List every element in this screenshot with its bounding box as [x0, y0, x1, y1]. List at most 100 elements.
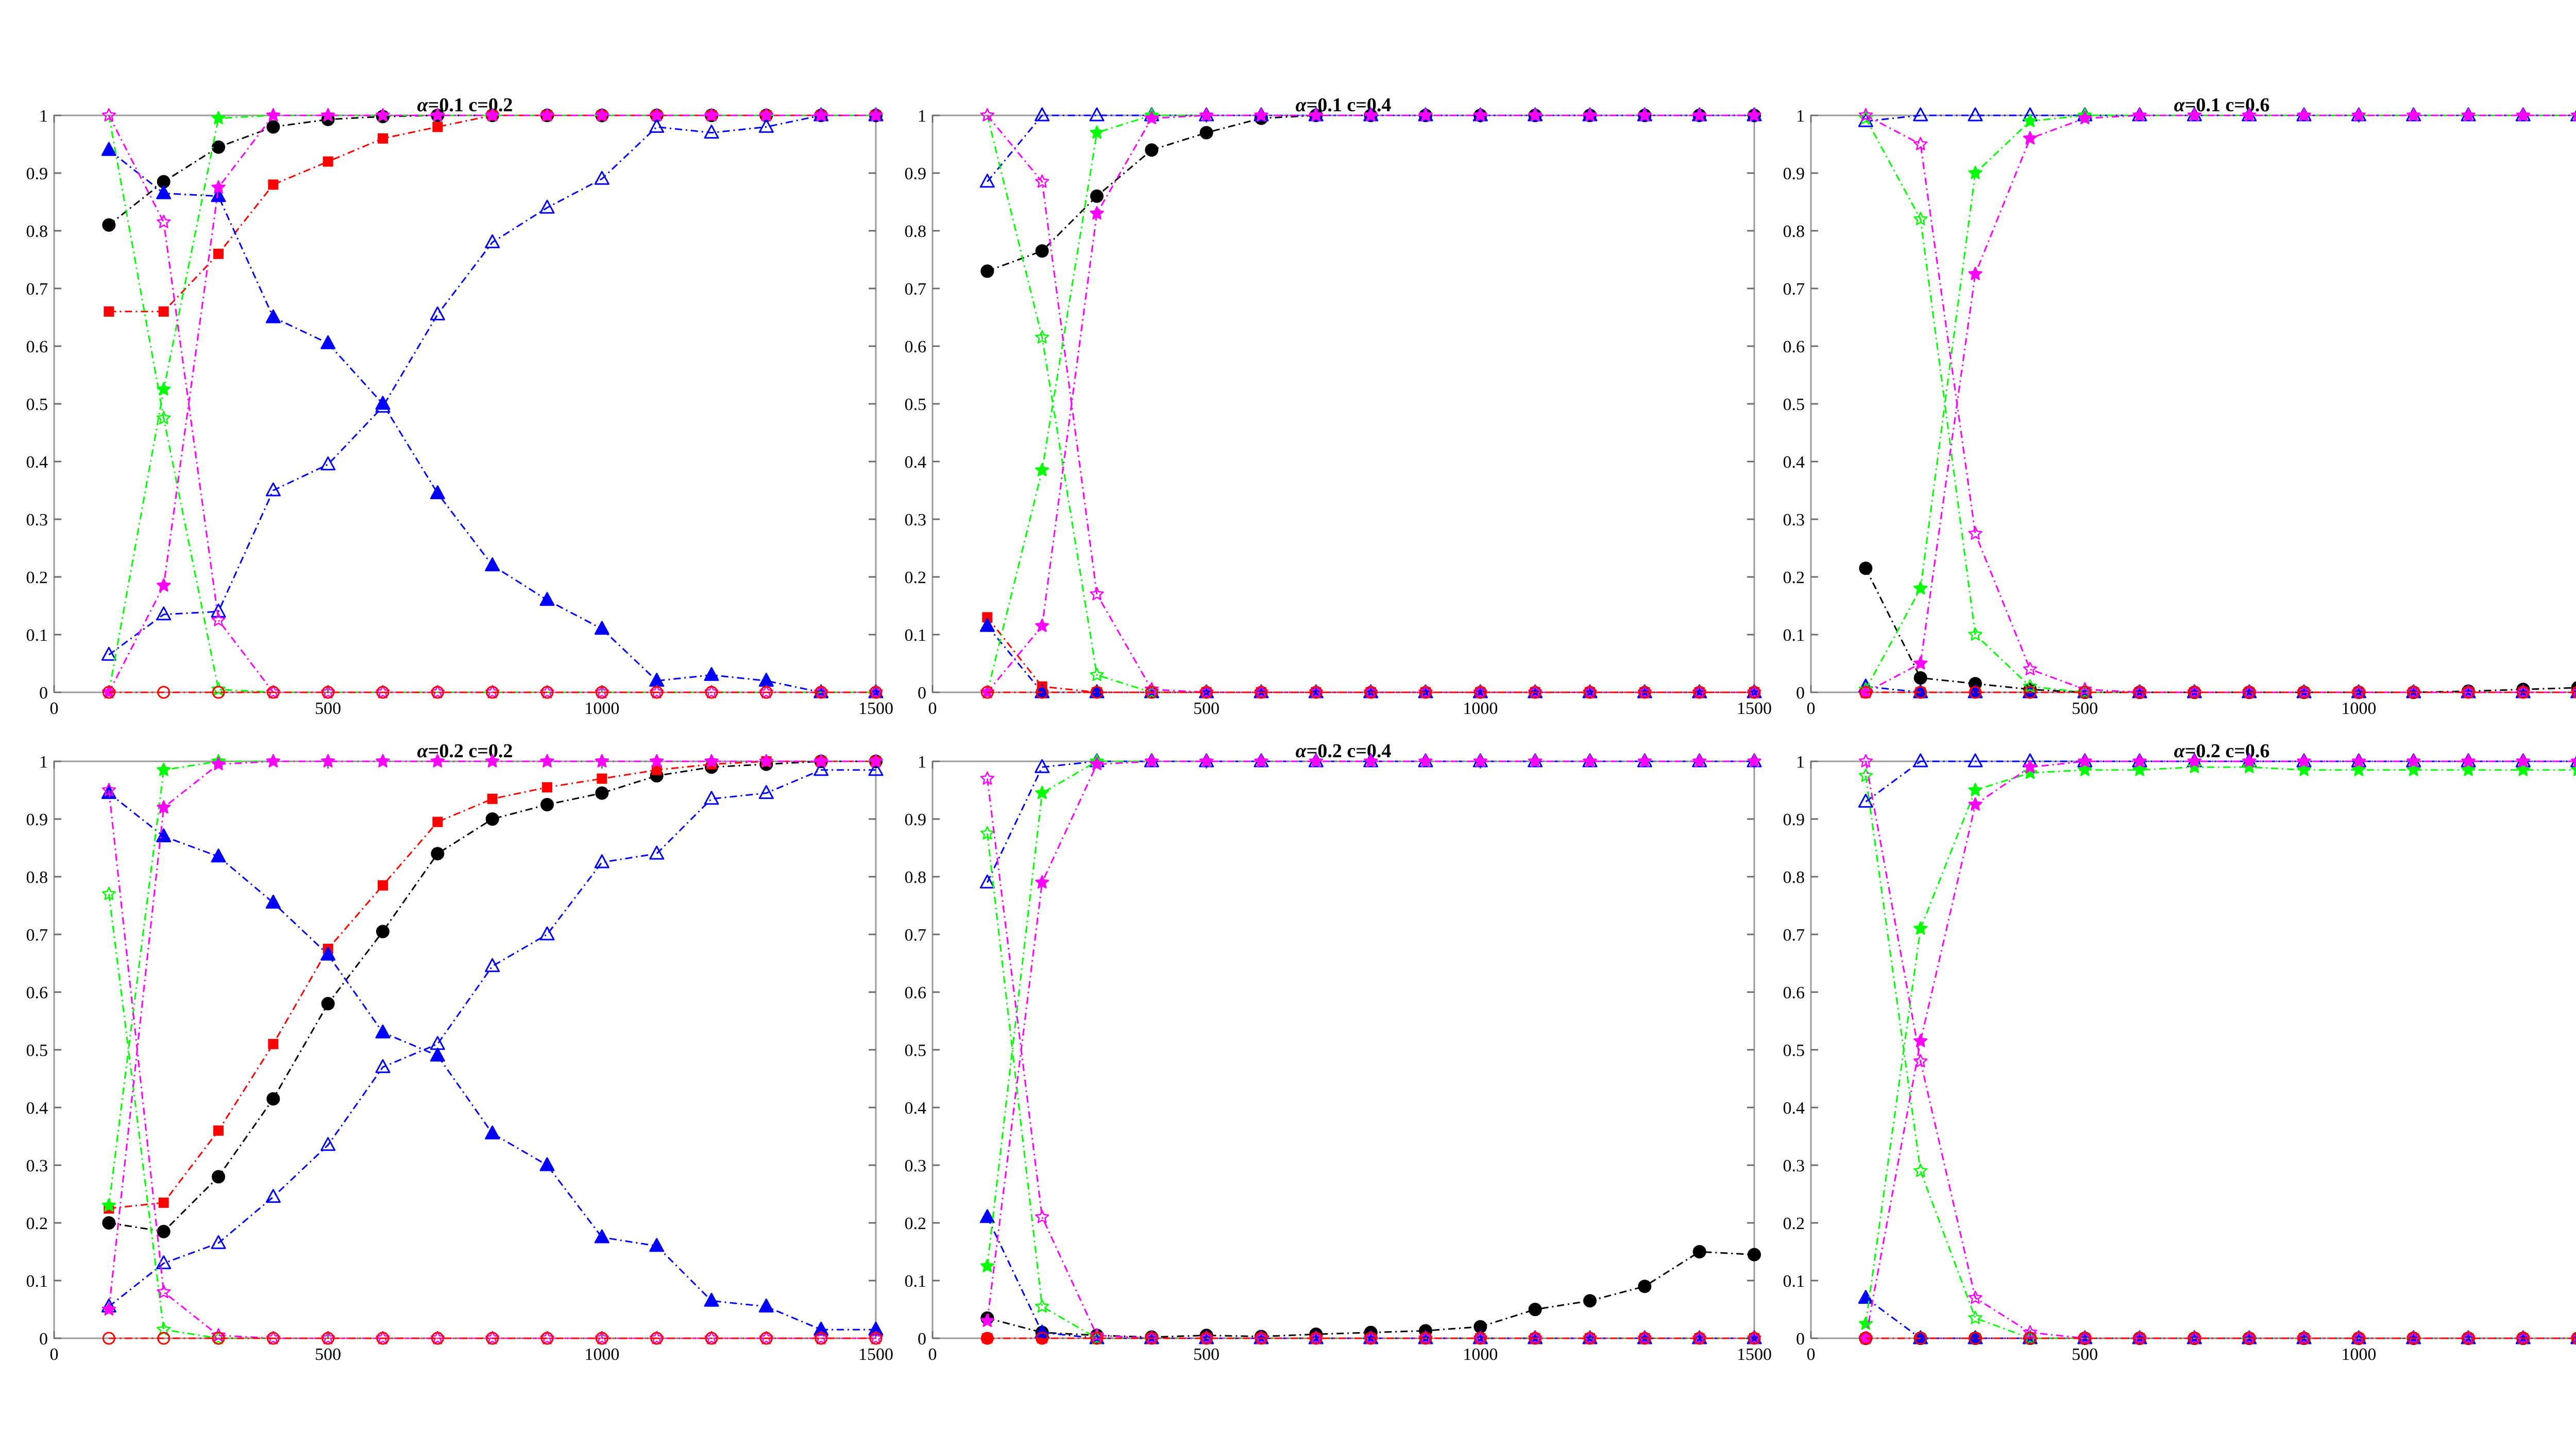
- data-point: [2516, 1332, 2530, 1345]
- data-point: [704, 108, 719, 122]
- data-point: [2297, 686, 2311, 699]
- series-line: [986, 1217, 1754, 1339]
- data-point: [156, 828, 172, 843]
- data-point: [265, 309, 281, 323]
- data-point: [980, 826, 994, 840]
- subplot-alpha-0.2-c-0.6: α=0.2 c=0.6 0 0.1 0.2 0.3 0.4 0.5 0.6 0.7 0.8 0.9…: [1783, 740, 2576, 1364]
- data-point: [2132, 754, 2147, 768]
- series-2-triangle-filled: [101, 142, 884, 699]
- y-tick-label: 0.1: [905, 626, 927, 645]
- data-point: [1638, 1280, 1652, 1293]
- data-point: [1035, 107, 1050, 122]
- data-point: [2352, 1332, 2365, 1345]
- data-point: [1364, 686, 1378, 699]
- y-tick-label: 0.9: [905, 164, 927, 183]
- data-point: [650, 108, 664, 122]
- y-tick-label: 0.6: [905, 983, 927, 1002]
- data-point: [157, 686, 171, 699]
- data-point: [430, 108, 445, 122]
- data-point: [431, 1332, 444, 1345]
- series-line: [1865, 114, 2576, 690]
- y-tick-label: 0.2: [1783, 1214, 1805, 1233]
- series-line: [986, 778, 1754, 1339]
- data-point: [597, 773, 607, 784]
- data-point: [1309, 108, 1323, 122]
- data-point: [1418, 754, 1433, 768]
- data-point: [980, 1332, 994, 1345]
- data-point: [1254, 108, 1268, 122]
- data-point: [1913, 1163, 1928, 1177]
- data-point: [211, 1235, 226, 1249]
- data-point: [1473, 754, 1487, 768]
- data-point: [1035, 786, 1049, 799]
- series-line: [1865, 766, 2576, 1324]
- data-point: [2023, 113, 2037, 127]
- data-point: [1583, 754, 1597, 768]
- series-5-star-open: [101, 887, 883, 1344]
- data-point: [266, 686, 280, 699]
- data-point: [485, 557, 500, 572]
- data-point: [1914, 1332, 1927, 1345]
- data-point: [758, 118, 774, 133]
- subplot-title: α=0.2 c=0.4: [1296, 740, 1392, 762]
- y-tick-label: 0.8: [1783, 222, 1805, 241]
- series-line: [108, 769, 876, 1307]
- data-point: [1913, 921, 1928, 935]
- data-point: [101, 1198, 116, 1212]
- data-point: [1035, 1209, 1049, 1223]
- y-tick-label: 0.7: [26, 926, 48, 945]
- y-tick-label: 0.2: [26, 1214, 48, 1233]
- data-point: [2462, 1332, 2475, 1345]
- data-point: [1968, 165, 1982, 179]
- data-point: [1090, 668, 1104, 682]
- y-tick-label: 0.5: [905, 1041, 927, 1060]
- data-point: [1035, 174, 1049, 188]
- x-tick-label: 0: [1807, 1345, 1816, 1364]
- data-point: [2187, 759, 2201, 773]
- data-point: [1583, 1294, 1597, 1308]
- series-2-triangle-filled: [1858, 1290, 2576, 1344]
- data-point: [1583, 686, 1597, 699]
- y-tick-label: 0: [1796, 684, 1805, 703]
- data-point: [979, 174, 995, 188]
- series-7-star-open: [980, 771, 1761, 1344]
- data-point: [1528, 1303, 1542, 1316]
- data-point: [1473, 686, 1487, 699]
- data-point: [157, 800, 171, 814]
- data-point: [2188, 1332, 2201, 1345]
- data-point: [211, 111, 226, 125]
- y-tick-label: 0.3: [26, 510, 48, 530]
- data-point: [759, 108, 773, 122]
- data-point: [1692, 1245, 1706, 1258]
- data-point: [2461, 754, 2476, 768]
- y-tick-label: 0.4: [905, 453, 927, 472]
- y-tick-label: 0.6: [1783, 983, 1805, 1002]
- data-point: [704, 791, 719, 805]
- data-point: [2571, 1332, 2576, 1344]
- series-2-triangle-filled: [979, 1209, 1762, 1344]
- data-point: [980, 108, 994, 122]
- data-point: [157, 382, 171, 396]
- data-point: [2242, 759, 2257, 773]
- y-tick-label: 0.8: [1783, 868, 1805, 887]
- data-point: [2351, 108, 2366, 122]
- data-point: [1090, 189, 1104, 203]
- data-point: [157, 578, 171, 592]
- data-point: [2188, 686, 2201, 699]
- x-tick-label: 500: [2072, 1345, 2098, 1364]
- data-point: [649, 1238, 665, 1252]
- data-point: [1913, 1054, 1928, 1068]
- data-point: [158, 306, 169, 317]
- y-tick-label: 0.9: [1783, 810, 1805, 829]
- data-point: [211, 180, 226, 194]
- data-point: [759, 686, 773, 699]
- data-point: [1859, 561, 1873, 575]
- data-point: [1858, 111, 1873, 125]
- data-point: [1913, 212, 1928, 226]
- series-line: [986, 760, 1754, 883]
- data-point: [1200, 1332, 1213, 1345]
- series-line: [987, 617, 1754, 693]
- data-point: [2462, 686, 2475, 699]
- series-line: [1865, 114, 2576, 693]
- data-point: [2351, 762, 2366, 776]
